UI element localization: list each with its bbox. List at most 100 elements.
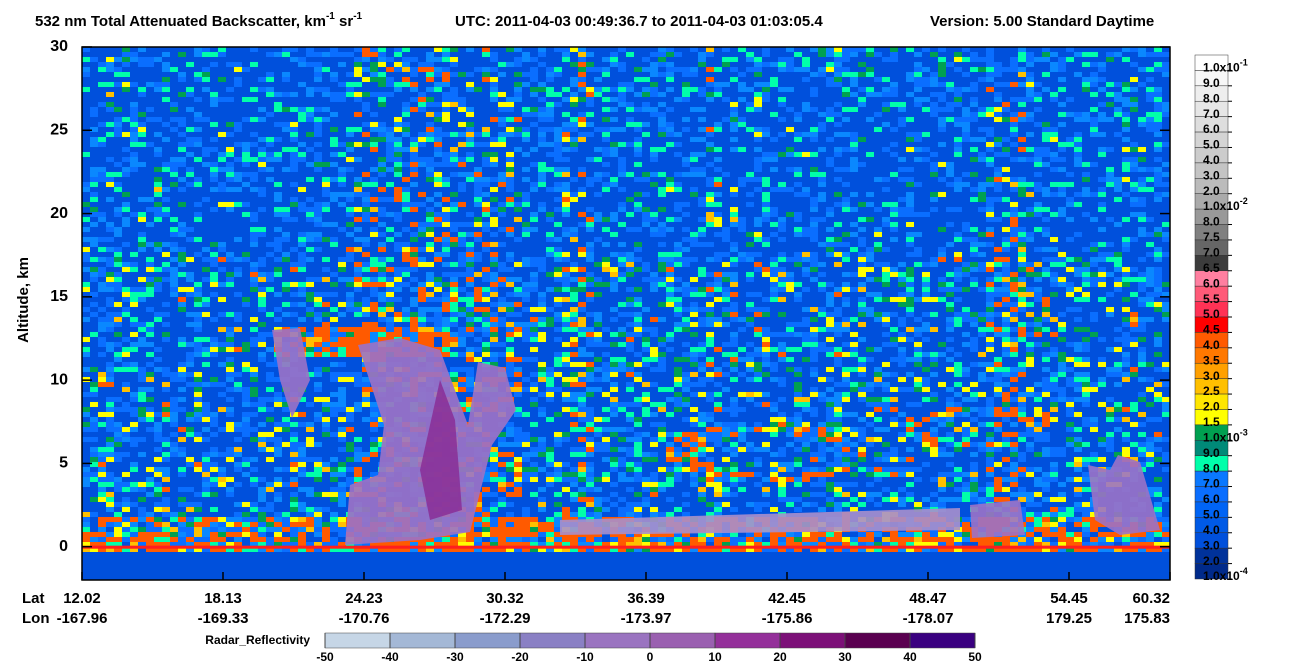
field-cell <box>258 342 266 347</box>
field-cell <box>354 177 362 182</box>
field-cell <box>770 297 778 302</box>
field-cell <box>1154 382 1162 387</box>
field-cell <box>570 412 578 417</box>
field-cell <box>922 67 930 72</box>
field-cell <box>258 402 266 407</box>
field-cell <box>330 332 338 337</box>
field-cell <box>970 347 978 352</box>
field-cell <box>554 432 562 437</box>
field-cell <box>258 407 266 412</box>
field-cell <box>98 377 106 382</box>
field-cell <box>986 87 994 92</box>
field-cell <box>802 317 810 322</box>
field-cell <box>178 307 186 312</box>
field-cell <box>106 82 114 87</box>
field-cell <box>322 192 330 197</box>
field-cell <box>954 317 962 322</box>
field-cell <box>370 337 378 342</box>
field-cell <box>570 237 578 242</box>
field-cell <box>802 227 810 232</box>
field-cell <box>114 252 122 257</box>
field-cell <box>298 267 306 272</box>
field-cell <box>634 202 642 207</box>
field-cell <box>194 47 202 52</box>
field-cell <box>530 72 538 77</box>
field-cell <box>1130 77 1138 82</box>
field-cell <box>994 112 1002 117</box>
field-cell <box>314 122 322 127</box>
field-cell <box>98 272 106 277</box>
field-cell <box>658 187 666 192</box>
field-cell <box>210 342 218 347</box>
field-cell <box>370 62 378 67</box>
field-cell <box>530 282 538 287</box>
field-cell <box>762 402 770 407</box>
field-cell <box>1050 212 1058 217</box>
field-cell <box>850 162 858 167</box>
field-cell <box>298 57 306 62</box>
field-cell <box>826 387 834 392</box>
field-cell <box>1122 157 1130 162</box>
field-cell <box>194 387 202 392</box>
field-cell <box>354 277 362 282</box>
field-cell <box>546 307 554 312</box>
field-cell <box>730 242 738 247</box>
field-cell <box>346 277 354 282</box>
field-cell <box>634 77 642 82</box>
field-cell <box>954 57 962 62</box>
field-cell <box>898 332 906 337</box>
field-cell <box>746 252 754 257</box>
field-cell <box>634 247 642 252</box>
field-cell <box>690 292 698 297</box>
field-cell <box>114 272 122 277</box>
field-cell <box>1050 387 1058 392</box>
field-cell <box>194 397 202 402</box>
field-cell <box>714 277 722 282</box>
field-cell <box>306 92 314 97</box>
field-cell <box>522 332 530 337</box>
field-cell <box>450 382 458 387</box>
field-cell <box>1050 382 1058 387</box>
field-cell <box>914 357 922 362</box>
field-cell <box>1098 282 1106 287</box>
field-cell <box>914 332 922 337</box>
field-cell <box>498 72 506 77</box>
field-cell <box>786 127 794 132</box>
field-cell <box>490 352 498 357</box>
field-cell <box>490 77 498 82</box>
field-cell <box>482 47 490 52</box>
field-cell <box>538 307 546 312</box>
field-cell <box>330 352 338 357</box>
field-cell <box>1162 192 1170 197</box>
field-cell <box>738 227 746 232</box>
field-cell <box>170 287 178 292</box>
field-cell <box>114 257 122 262</box>
field-cell <box>514 192 522 197</box>
field-cell <box>626 227 634 232</box>
field-cell <box>714 192 722 197</box>
field-cell <box>642 122 650 127</box>
field-cell <box>578 52 586 57</box>
field-cell <box>98 307 106 312</box>
field-cell <box>842 202 850 207</box>
field-cell <box>994 392 1002 397</box>
field-cell <box>362 102 370 107</box>
field-cell <box>626 212 634 217</box>
field-cell <box>162 197 170 202</box>
field-cell <box>402 67 410 72</box>
field-cell <box>562 127 570 132</box>
field-cell <box>762 157 770 162</box>
field-cell <box>898 377 906 382</box>
field-cell <box>330 137 338 142</box>
field-cell <box>490 337 498 342</box>
field-cell <box>282 72 290 77</box>
field-cell <box>490 357 498 362</box>
field-cell <box>1002 337 1010 342</box>
field-cell <box>794 282 802 287</box>
field-cell <box>1010 182 1018 187</box>
field-cell <box>154 132 162 137</box>
field-cell <box>410 172 418 177</box>
field-cell <box>970 197 978 202</box>
field-cell <box>282 312 290 317</box>
field-cell <box>506 157 514 162</box>
